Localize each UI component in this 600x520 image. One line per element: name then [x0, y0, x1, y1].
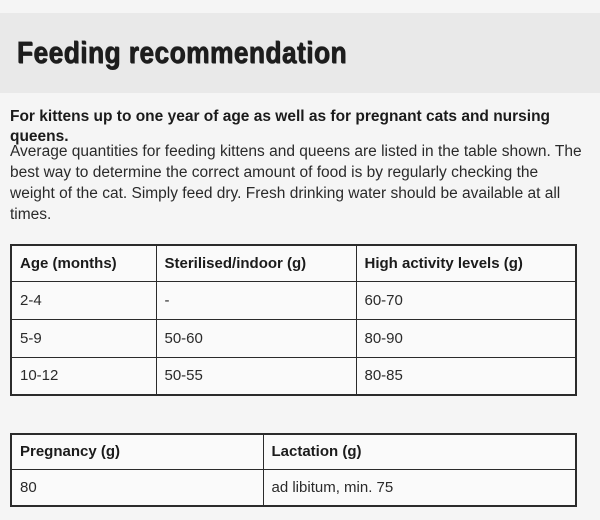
cell-age: 5-9	[10, 318, 157, 358]
cell-age: 10-12	[10, 356, 157, 396]
cell-high-activity: 80-85	[355, 356, 577, 396]
title-band: Feeding recommendation	[0, 13, 600, 93]
table-row: 5-9 50-60 80-90	[10, 318, 577, 358]
column-header-pregnancy: Pregnancy (g)	[10, 433, 264, 470]
cell-age: 2-4	[10, 280, 157, 320]
cell-sterilised: 50-60	[155, 318, 357, 358]
queen-feeding-table: Pregnancy (g) Lactation (g) 80 ad libitu…	[10, 433, 577, 507]
kitten-feeding-table: Age (months) Sterilised/indoor (g) High …	[10, 244, 577, 396]
cell-lactation: ad libitum, min. 75	[262, 468, 577, 507]
column-header-age: Age (months)	[10, 244, 157, 282]
page-title: Feeding recommendation	[17, 35, 347, 70]
cell-sterilised: -	[155, 280, 357, 320]
cell-pregnancy: 80	[10, 468, 264, 507]
intro-bold-line: For kittens up to one year of age as wel…	[10, 108, 551, 145]
cell-sterilised: 50-55	[155, 356, 357, 396]
table-header-row: Age (months) Sterilised/indoor (g) High …	[10, 244, 577, 282]
column-header-lactation: Lactation (g)	[262, 433, 577, 470]
table-header-row: Pregnancy (g) Lactation (g)	[10, 433, 577, 470]
table-row: 10-12 50-55 80-85	[10, 356, 577, 396]
cell-high-activity: 60-70	[355, 280, 577, 320]
column-header-sterilised: Sterilised/indoor (g)	[155, 244, 357, 282]
table-row: 2-4 - 60-70	[10, 280, 577, 320]
intro-paragraph: Average quantities for feeding kittens a…	[10, 143, 582, 223]
column-header-high-activity: High activity levels (g)	[355, 244, 577, 282]
cell-high-activity: 80-90	[355, 318, 577, 358]
table-row: 80 ad libitum, min. 75	[10, 468, 577, 507]
